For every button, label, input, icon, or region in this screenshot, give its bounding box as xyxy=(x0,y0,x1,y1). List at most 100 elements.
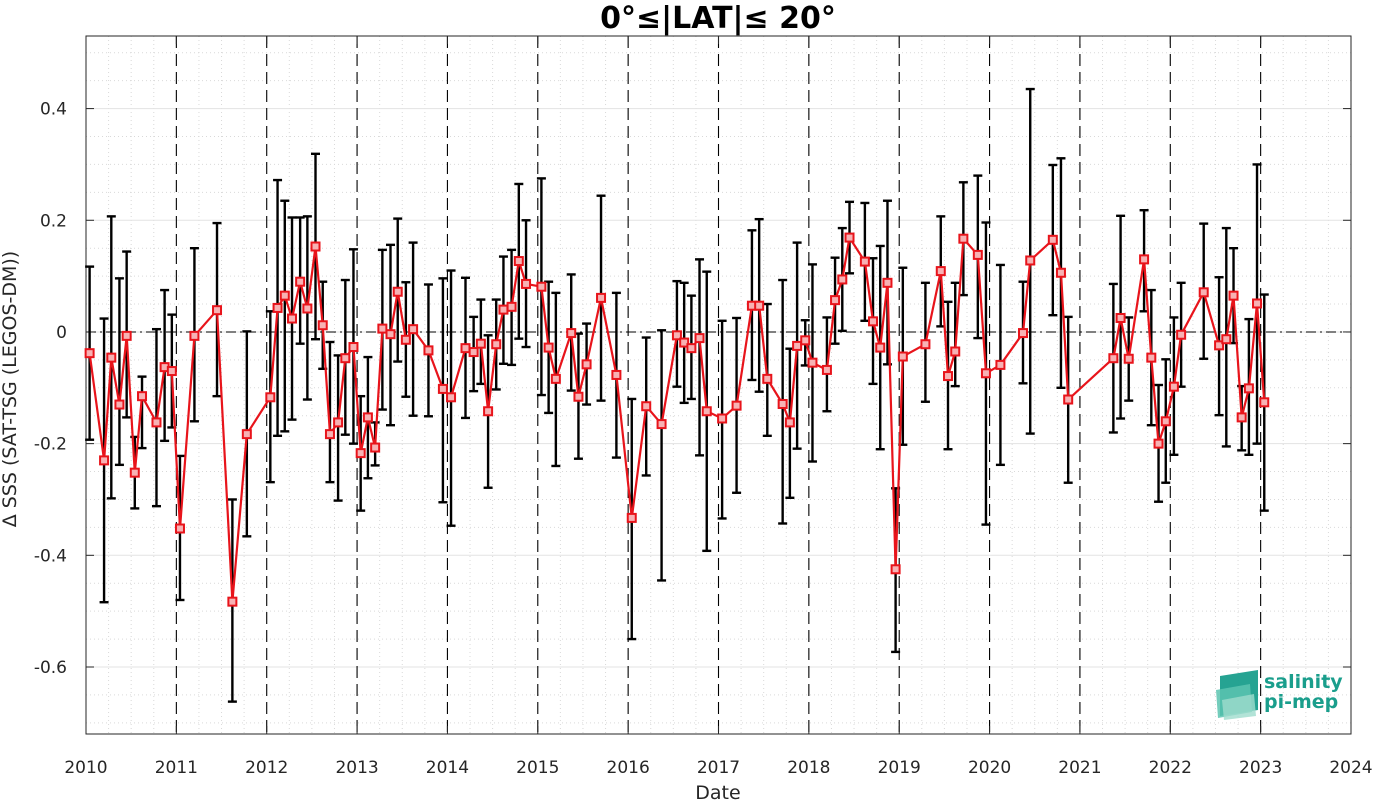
x-tick-label: 2020 xyxy=(968,758,1011,778)
data-point xyxy=(468,347,479,358)
y-tick-label: -0.4 xyxy=(34,546,67,566)
data-point xyxy=(882,277,893,288)
data-point xyxy=(174,523,185,534)
y-tick-label: 0.4 xyxy=(40,100,67,120)
data-point xyxy=(400,334,411,345)
data-point xyxy=(972,249,983,260)
x-tick-label: 2024 xyxy=(1329,758,1372,778)
data-point xyxy=(837,274,848,285)
data-point xyxy=(151,417,162,428)
data-point xyxy=(762,373,773,384)
logo-line2: pi-mep xyxy=(1264,691,1338,713)
data-point xyxy=(446,392,457,403)
data-point xyxy=(498,304,509,315)
x-tick-label: 2018 xyxy=(787,758,830,778)
data-point xyxy=(129,467,140,478)
data-point xyxy=(1153,438,1164,449)
data-point xyxy=(1236,412,1247,423)
data-point xyxy=(943,371,954,382)
data-point xyxy=(1115,312,1126,323)
x-tick-label: 2010 xyxy=(64,758,107,778)
data-point xyxy=(686,343,697,354)
x-tick-label: 2021 xyxy=(1058,758,1101,778)
data-point xyxy=(566,328,577,339)
data-point xyxy=(950,346,961,357)
data-point xyxy=(1063,394,1074,405)
data-point xyxy=(859,256,870,267)
data-point xyxy=(340,353,351,364)
data-point xyxy=(596,292,607,303)
data-point xyxy=(333,417,344,428)
data-point xyxy=(1108,353,1119,364)
data-point xyxy=(671,330,682,341)
data-point xyxy=(272,302,283,313)
x-tick-label: 2019 xyxy=(878,758,921,778)
data-point xyxy=(1025,255,1036,266)
y-tick-labels: 0.4 0.2 0 -0.2 -0.4 -0.6 xyxy=(34,100,67,678)
data-point xyxy=(611,369,622,380)
data-point xyxy=(1198,287,1209,298)
logo-mark-icon xyxy=(1216,670,1258,720)
x-tick-label: 2015 xyxy=(516,758,559,778)
data-point xyxy=(573,391,584,402)
data-point xyxy=(550,373,561,384)
data-point xyxy=(1123,353,1134,364)
data-point xyxy=(287,313,298,324)
data-point xyxy=(348,342,359,353)
data-point xyxy=(777,398,788,409)
data-point xyxy=(536,281,547,292)
data-point xyxy=(189,330,200,341)
data-point xyxy=(958,233,969,244)
salinity-pi-mep-logo: salinity pi-mep xyxy=(1216,670,1343,720)
data-point xyxy=(844,232,855,243)
x-tick-label: 2023 xyxy=(1239,758,1282,778)
data-point xyxy=(626,512,637,523)
data-point xyxy=(362,412,373,423)
chart-title: 0°≤|LAT|≤ 20° xyxy=(600,1,836,36)
data-point xyxy=(920,339,931,350)
data-point xyxy=(935,266,946,277)
data-point xyxy=(830,295,841,306)
x-tick-label: 2022 xyxy=(1149,758,1192,778)
data-point xyxy=(166,366,177,377)
data-point xyxy=(84,348,95,359)
data-point xyxy=(701,406,712,417)
data-point xyxy=(679,337,690,348)
data-point xyxy=(543,342,554,353)
data-point xyxy=(1047,234,1058,245)
data-point xyxy=(1018,328,1029,339)
y-tick-label: 0.2 xyxy=(40,211,67,231)
data-point xyxy=(717,413,728,424)
data-point xyxy=(641,401,652,412)
data-point xyxy=(392,286,403,297)
y-tick-label: -0.2 xyxy=(34,435,67,455)
data-point xyxy=(423,345,434,356)
data-point xyxy=(821,364,832,375)
data-point xyxy=(897,351,908,362)
data-point xyxy=(1146,352,1157,363)
x-tick-label: 2017 xyxy=(697,758,740,778)
y-axis-label: Δ SSS (SAT-TSG (LEGOS-DM)) xyxy=(0,251,21,527)
data-point xyxy=(265,392,276,403)
data-point xyxy=(370,442,381,453)
data-point xyxy=(408,324,419,335)
x-tick-label: 2016 xyxy=(607,758,650,778)
x-tick-label: 2011 xyxy=(155,758,198,778)
data-point xyxy=(475,338,486,349)
x-tick-label: 2012 xyxy=(245,758,288,778)
data-point xyxy=(324,429,335,440)
data-point xyxy=(890,564,901,575)
data-point xyxy=(317,320,328,331)
data-point xyxy=(106,352,117,363)
data-point xyxy=(784,417,795,428)
data-point xyxy=(121,330,132,341)
y-tick-label: 0 xyxy=(56,323,67,343)
logo-line1: salinity xyxy=(1264,671,1343,693)
data-point xyxy=(279,290,290,301)
data-point xyxy=(807,357,818,368)
data-point xyxy=(754,300,765,311)
data-point xyxy=(868,316,879,327)
data-point xyxy=(875,342,886,353)
data-point xyxy=(1259,397,1270,408)
